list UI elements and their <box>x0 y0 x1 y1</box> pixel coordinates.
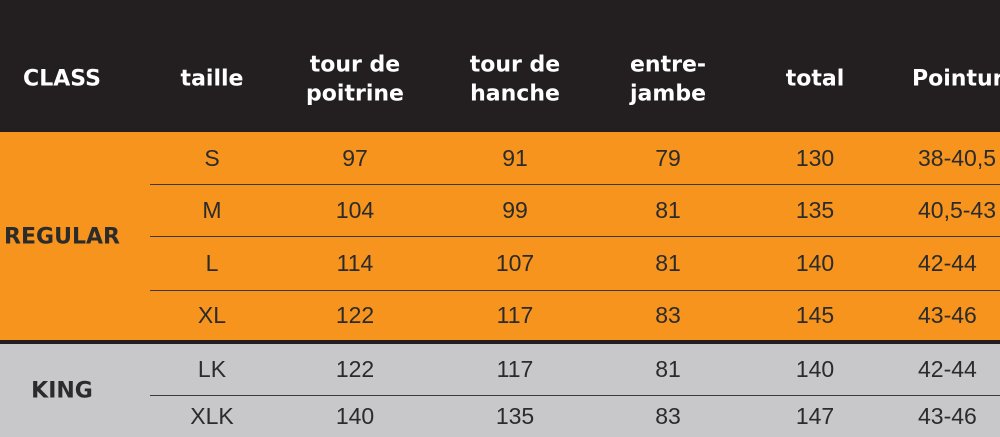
data-cell: 79 <box>655 145 681 172</box>
data-cell: 99 <box>502 197 528 224</box>
data-cell: 122 <box>335 302 375 329</box>
data-cell: 97 <box>342 145 368 172</box>
data-cell: 135 <box>795 197 835 224</box>
data-cell: 43-46 <box>918 302 977 329</box>
row-rule <box>150 290 1000 291</box>
data-cell: 117 <box>496 356 534 383</box>
group-separator <box>0 340 1000 344</box>
data-cell: M <box>202 197 222 224</box>
data-cell: 81 <box>655 356 681 383</box>
data-cell: 83 <box>655 302 681 329</box>
data-cell: 140 <box>335 403 375 430</box>
data-cell: 81 <box>655 197 681 224</box>
header-cell: taille <box>180 66 244 92</box>
data-cell: 140 <box>795 250 835 277</box>
data-cell: XLK <box>190 403 234 430</box>
data-cell: 130 <box>795 145 835 172</box>
data-cell: 81 <box>655 250 681 277</box>
data-cell: 114 <box>336 250 374 277</box>
header-band <box>0 0 1000 132</box>
row-rule <box>150 184 1000 185</box>
class-label: REGULAR <box>4 224 120 250</box>
row-rule <box>150 395 1000 396</box>
data-cell: 117 <box>496 302 534 329</box>
data-cell: 91 <box>502 145 528 172</box>
data-cell: 43-46 <box>918 403 977 430</box>
header-cell: Pointur <box>912 66 1000 92</box>
data-cell: 107 <box>495 250 535 277</box>
data-cell: 40,5-43 <box>918 197 997 224</box>
data-cell: L <box>205 250 219 277</box>
data-cell: XL <box>197 302 227 329</box>
data-cell: 145 <box>795 302 835 329</box>
data-cell: 122 <box>335 356 375 383</box>
data-cell: 140 <box>795 356 835 383</box>
data-cell: S <box>204 145 220 172</box>
data-cell: 147 <box>795 403 835 430</box>
header-cell: total <box>785 66 845 92</box>
group-band <box>0 343 1000 437</box>
data-cell: 42-44 <box>918 356 977 383</box>
header-cell: tour de poitrine <box>306 52 404 106</box>
class-label: KING <box>31 378 93 404</box>
data-cell: 83 <box>655 403 681 430</box>
row-rule <box>150 236 1000 237</box>
data-cell: 135 <box>495 403 535 430</box>
data-cell: 104 <box>335 197 375 224</box>
data-cell: 38-40,5 <box>918 145 997 172</box>
header-cell: CLASS <box>23 66 101 92</box>
header-cell: tour de hanche <box>469 52 561 106</box>
data-cell: LK <box>197 356 227 383</box>
data-cell: 42-44 <box>918 250 977 277</box>
header-cell: entre- jambe <box>629 52 707 106</box>
